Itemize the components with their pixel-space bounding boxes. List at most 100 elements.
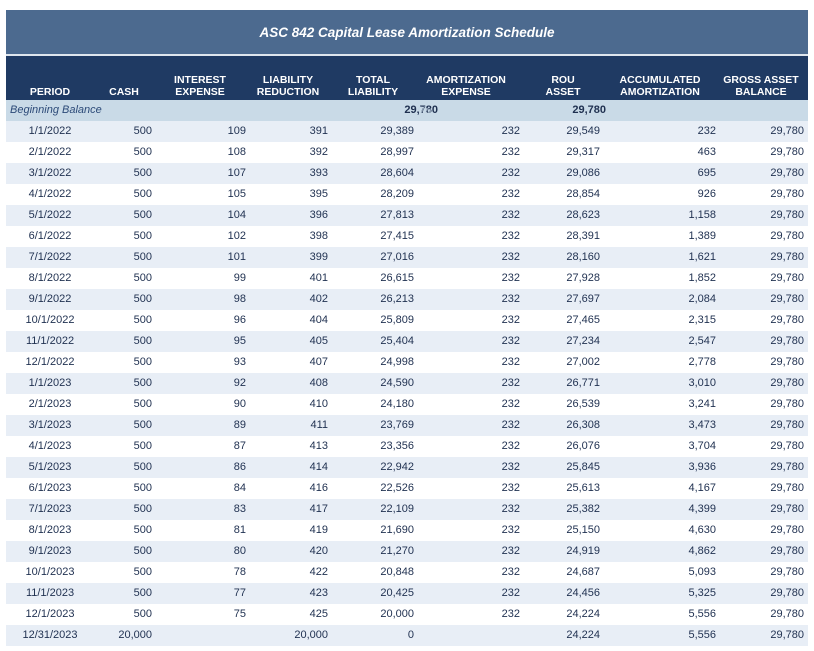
header-cash[interactable]: CASH: [98, 86, 150, 98]
cell-accum: 1,621: [688, 251, 716, 263]
cell-accum: 2,084: [688, 293, 716, 305]
cell-period: 12/31/2023: [22, 629, 78, 641]
cell-rou: 26,771: [566, 377, 600, 389]
cell-total: 20,848: [380, 566, 414, 578]
cell-amort: 232: [501, 587, 520, 599]
sheet-title: ASC 842 Capital Lease Amortization Sched…: [259, 24, 555, 40]
header-accumulated-amortization[interactable]: ACCUMULATED AMORTIZATION: [608, 74, 712, 98]
cell-rou: 27,697: [566, 293, 600, 305]
header-liability-reduction[interactable]: LIABILITY REDUCTION: [250, 74, 326, 98]
cell-accum: 2,315: [688, 314, 716, 326]
table-row[interactable]: 11/1/2023 500 77 423 20,425 232 24,456 5,325 29,…: [6, 583, 808, 604]
table-row[interactable]: 12/1/2023 500 75 425 20,000 232 24,224 5,556 29,…: [6, 604, 808, 625]
table-row[interactable]: 9/1/2023 500 80 420 21,270 232 24,919 4,862 29,7…: [6, 541, 808, 562]
cell-rou: 25,382: [566, 503, 600, 515]
cell-reduction: 420: [309, 545, 328, 557]
cell-total: 28,997: [380, 146, 414, 158]
table-row[interactable]: 5/1/2022 500 104 396 27,813 232 28,623 1,158 29,…: [6, 205, 808, 226]
header-rou-asset[interactable]: ROU ASSET: [538, 74, 588, 98]
cell-cash: 500: [133, 272, 152, 284]
table-row[interactable]: 6/1/2023 500 84 416 22,526 232 25,613 4,167 29,7…: [6, 478, 808, 499]
cell-total: 20,000: [380, 608, 414, 620]
cell-accum: 3,704: [688, 440, 716, 452]
cell-cash: 500: [133, 230, 152, 242]
cell-period: 5/1/2023: [28, 461, 72, 473]
cell-rou: 26,076: [566, 440, 600, 452]
table-row[interactable]: 8/1/2023 500 81 419 21,690 232 25,150 4,630 29,7…: [6, 520, 808, 541]
cell-interest: 109: [227, 125, 246, 137]
cell-period: 8/1/2023: [28, 524, 72, 536]
cell-amort: 232: [501, 314, 520, 326]
beginning-balance-row[interactable]: Beginning Balance 29,780 0% 29,780: [6, 100, 808, 121]
table-row[interactable]: 3/1/2022 500 107 393 28,604 232 29,086 695 29,78…: [6, 163, 808, 184]
header-gross-line2: BALANCE: [735, 86, 787, 98]
cell-period: 12/1/2023: [25, 608, 75, 620]
cell-interest: 81: [233, 524, 246, 536]
cell-accum: 5,556: [688, 608, 716, 620]
cell-gross: 29,780: [770, 377, 804, 389]
cell-reduction: 393: [309, 167, 328, 179]
header-amort-line2: EXPENSE: [441, 86, 491, 98]
cell-gross: 29,780: [770, 167, 804, 179]
cell-period: 10/1/2022: [25, 314, 75, 326]
table-row[interactable]: 4/1/2023 500 87 413 23,356 232 26,076 3,704 29,7…: [6, 436, 808, 457]
cell-total: 28,604: [380, 167, 414, 179]
cell-gross: 29,780: [770, 251, 804, 263]
cell-reduction: 408: [309, 377, 328, 389]
cell-gross: 29,780: [770, 566, 804, 578]
header-cash-label: CASH: [109, 86, 139, 98]
cell-amort: 232: [501, 461, 520, 473]
cell-reduction: 419: [309, 524, 328, 536]
table-row[interactable]: 4/1/2022 500 105 395 28,209 232 28,854 926 29,78…: [6, 184, 808, 205]
table-row[interactable]: 6/1/2022 500 102 398 27,415 232 28,391 1,389 29,…: [6, 226, 808, 247]
table-row[interactable]: 7/1/2022 500 101 399 27,016 232 28,160 1,621 29,…: [6, 247, 808, 268]
cell-reduction: 392: [309, 146, 328, 158]
cell-cash: 500: [133, 398, 152, 410]
table-row[interactable]: 2/1/2023 500 90 410 24,180 232 26,539 3,241 29,7…: [6, 394, 808, 415]
header-amortization-expense[interactable]: AMORTIZATION EXPENSE: [416, 74, 516, 98]
cell-amort: 232: [501, 272, 520, 284]
cell-rou: 26,539: [566, 398, 600, 410]
cell-rou: 26,308: [566, 419, 600, 431]
cell-period: 9/1/2023: [28, 545, 72, 557]
header-total-liability[interactable]: TOTAL LIABILITY: [340, 74, 406, 98]
table-row[interactable]: 5/1/2023 500 86 414 22,942 232 25,845 3,936 29,7…: [6, 457, 808, 478]
table-row[interactable]: 1/1/2023 500 92 408 24,590 232 26,771 3,010 29,7…: [6, 373, 808, 394]
table-row[interactable]: 10/1/2023 500 78 422 20,848 232 24,687 5,093 29,…: [6, 562, 808, 583]
cell-amort: 232: [501, 335, 520, 347]
cell-total: 24,180: [380, 398, 414, 410]
header-period[interactable]: PERIOD: [10, 86, 90, 98]
table-row[interactable]: 12/1/2022 500 93 407 24,998 232 27,002 2,778 29,…: [6, 352, 808, 373]
cell-amort: 232: [501, 146, 520, 158]
cell-interest: 102: [227, 230, 246, 242]
table-row[interactable]: 10/1/2022 500 96 404 25,809 232 27,465 2,315 29,…: [6, 310, 808, 331]
cell-interest: 95: [233, 335, 246, 347]
table-row[interactable]: 9/1/2022 500 98 402 26,213 232 27,697 2,084 29,7…: [6, 289, 808, 310]
header-gross-asset-balance[interactable]: GROSS ASSET BALANCE: [720, 74, 802, 98]
cell-interest: 75: [233, 608, 246, 620]
cell-gross: 29,780: [770, 272, 804, 284]
cell-amort: 232: [501, 608, 520, 620]
cell-accum: 4,167: [688, 482, 716, 494]
cell-period: 12/1/2022: [25, 356, 75, 368]
cell-total: 26,615: [380, 272, 414, 284]
table-row[interactable]: 2/1/2022 500 108 392 28,997 232 29,317 463 29,78…: [6, 142, 808, 163]
table-row[interactable]: 1/1/2022 500 109 391 29,389 232 29,549 232 29,78…: [6, 121, 808, 142]
cell-gross: 29,780: [770, 587, 804, 599]
table-row[interactable]: 3/1/2023 500 89 411 23,769 232 26,308 3,473 29,7…: [6, 415, 808, 436]
cell-amort: 232: [501, 566, 520, 578]
table-row[interactable]: 7/1/2023 500 83 417 22,109 232 25,382 4,399 29,7…: [6, 499, 808, 520]
cell-reduction: 414: [309, 461, 328, 473]
cell-accum: 4,399: [688, 503, 716, 515]
table-row[interactable]: 11/1/2022 500 95 405 25,404 232 27,234 2,547 29,…: [6, 331, 808, 352]
cell-interest: 83: [233, 503, 246, 515]
header-period-label: PERIOD: [29, 86, 71, 98]
table-row[interactable]: 8/1/2022 500 99 401 26,615 232 27,928 1,852 29,7…: [6, 268, 808, 289]
table-row[interactable]: 12/31/2023 20,000 20,000 0 24,224 5,556 29,780: [6, 625, 808, 646]
header-interest-expense[interactable]: INTEREST EXPENSE: [163, 74, 237, 98]
cell-gross: 29,780: [770, 440, 804, 452]
cell-period: 1/1/2022: [28, 125, 72, 137]
header-total-line2: LIABILITY: [347, 86, 399, 98]
cell-accum: 5,556: [688, 629, 716, 641]
cell-gross: 29,780: [770, 146, 804, 158]
